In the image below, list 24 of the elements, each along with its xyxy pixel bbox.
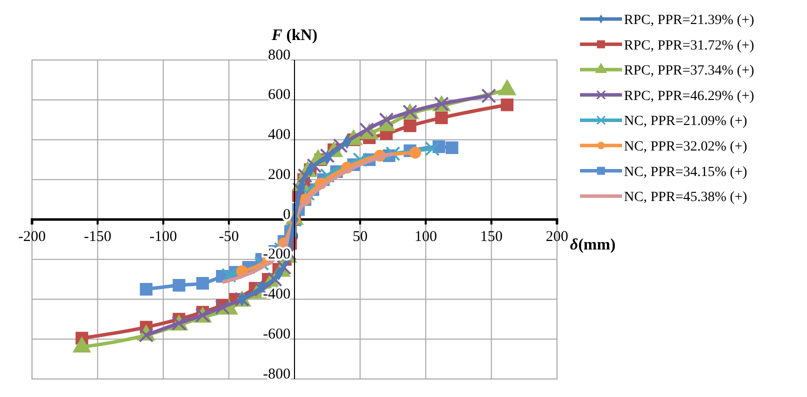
y-tick-label: 200 bbox=[268, 166, 290, 183]
x-tick-label: 200 bbox=[546, 229, 568, 246]
y-tick-label: -800 bbox=[263, 366, 290, 382]
legend-label: NC, PPR=34.15% (+) bbox=[624, 164, 748, 180]
legend-label: NC, PPR=45.38% (+) bbox=[624, 190, 748, 206]
y-tick-label: 400 bbox=[268, 127, 290, 143]
legend-label: RPC, PPR=37.34% (+) bbox=[624, 64, 754, 79]
legend-label: NC, PPR=21.09% (+) bbox=[624, 114, 748, 130]
legend-label: RPC, PPR=31.72% (+) bbox=[624, 38, 754, 54]
x-tick-label: 50 bbox=[352, 229, 368, 246]
y-tick-label: 800 bbox=[268, 47, 290, 64]
x-tick-label: 100 bbox=[414, 229, 437, 246]
x-tick-label: -200 bbox=[18, 229, 46, 246]
legend-label: RPC, PPR=46.29% (+) bbox=[624, 88, 754, 104]
legend-label: RPC, PPR=21.39% (+) bbox=[624, 13, 754, 28]
legend-label: NC, PPR=32.02% (+) bbox=[624, 140, 748, 154]
x-tick-label: -50 bbox=[218, 229, 239, 246]
y-axis-title: F (kN) bbox=[270, 27, 318, 44]
x-axis-title: δ(mm) bbox=[570, 236, 616, 254]
y-tick-label: 600 bbox=[268, 87, 290, 104]
x-tick-label: -150 bbox=[84, 229, 112, 246]
x-tick-label: -100 bbox=[150, 229, 177, 246]
x-tick-label: 150 bbox=[480, 229, 503, 246]
y-tick-label: -600 bbox=[263, 326, 290, 342]
